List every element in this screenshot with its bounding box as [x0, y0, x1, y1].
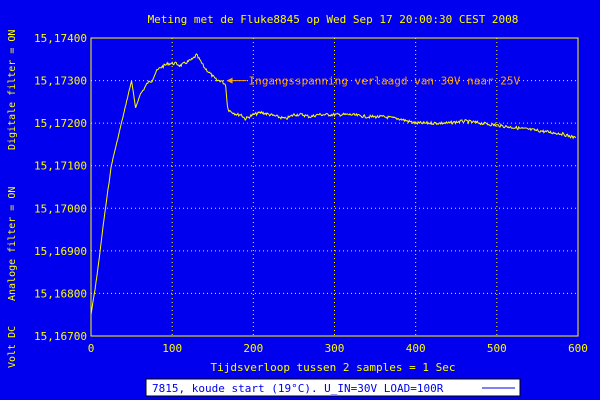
x-tick-label: 500	[487, 342, 507, 355]
plot-frame	[90, 37, 579, 337]
y-label-analoge-filter: Analoge filter = ON	[7, 187, 18, 301]
y-tick-label: 15,16800	[34, 287, 87, 300]
x-tick-label: 0	[88, 342, 95, 355]
grid	[91, 38, 578, 336]
legend-box	[145, 378, 521, 397]
x-tick-label: 100	[162, 342, 182, 355]
chart-title: Meting met de Fluke8845 op Wed Sep 17 20…	[148, 13, 519, 26]
y-axis-ticks: 15,16700 15,16800 15,16900 15,17000 15,17100…	[34, 32, 87, 343]
x-tick-label: 300	[325, 342, 345, 355]
y-label-digitale-filter: Digitale filter = ON	[7, 30, 18, 150]
legend-text: 7815, koude start (19°C). U_IN=30V LOAD=…	[152, 382, 444, 395]
x-axis-label: Tijdsverloop tussen 2 samples = 1 Sec	[210, 361, 455, 374]
y-tick-label: 15,17000	[34, 202, 87, 215]
x-axis-ticks: 0 100 200 300 400 500 600	[88, 342, 588, 355]
y-label-volt-dc: Volt DC	[7, 326, 18, 368]
x-tick-label: 200	[243, 342, 263, 355]
x-tick-label: 400	[406, 342, 426, 355]
y-tick-label: 15,17100	[34, 160, 87, 173]
series-line-7815	[90, 53, 577, 315]
y-tick-label: 15,16700	[34, 330, 87, 343]
y-tick-label: 15,17400	[34, 32, 87, 45]
y-tick-label: 15,17200	[34, 117, 87, 130]
y-tick-label: 15,16900	[34, 245, 87, 258]
annotation-text: Ingangsspanning verlaagd van 30V naar 25…	[249, 75, 521, 88]
x-tick-label: 600	[568, 342, 588, 355]
annotation-arrowhead	[226, 77, 233, 84]
y-tick-label: 15,17300	[34, 75, 87, 88]
